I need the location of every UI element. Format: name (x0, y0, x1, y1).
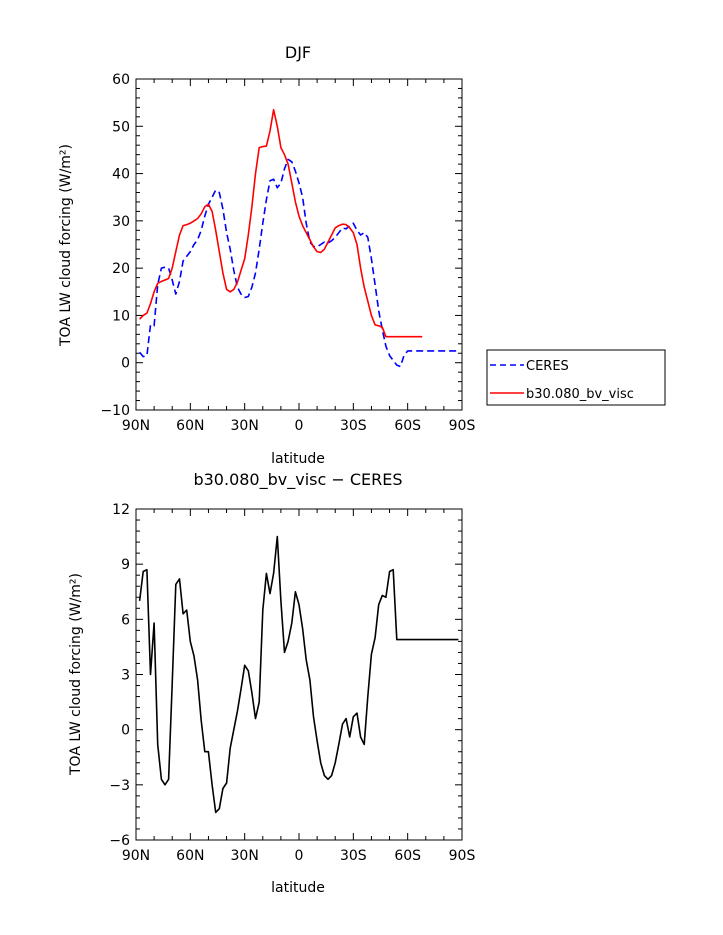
bottom-xtick-label: 90N (122, 848, 150, 864)
bottom-series-line-0 (138, 535, 459, 814)
bottom-chart-frame (135, 508, 463, 841)
top-series-line-1 (139, 108, 423, 338)
top-ytick-label: 50 (112, 119, 130, 135)
bottom-chart-panel: b30.080_bv_visc − CERES 90N 60N 30N 0 30S 60S… (68, 470, 475, 896)
top-chart-frame (135, 78, 463, 411)
bottom-xtick-label: 60S (394, 848, 421, 864)
top-xtick-label: 30S (340, 418, 367, 434)
top-xtick-label: 90S (449, 418, 476, 434)
top-chart-panel: DJF 90N 60N 30N 0 30S 60S 90S−100102030405060 … (58, 43, 666, 467)
top-series-line-0 (138, 158, 459, 368)
top-chart-series (138, 108, 459, 368)
bottom-xtick-label: 0 (295, 848, 304, 864)
bottom-ytick-label: −6 (109, 833, 130, 849)
bottom-xtick-label: 60N (176, 848, 204, 864)
bottom-ytick-label: 9 (121, 557, 130, 573)
bottom-chart-ticks: 90N 60N 30N 0 30S 60S 90S −6 −3 0 3 6 9 12 (109, 502, 475, 864)
bottom-chart-ylabel: TOA LW cloud forcing (W/m²) (68, 573, 84, 776)
top-ytick-label: 0 (121, 356, 130, 372)
bottom-ytick-label: −3 (109, 778, 130, 794)
legend-label-model: b30.080_bv_visc (526, 387, 634, 402)
bottom-ytick-label: 6 (121, 612, 130, 628)
bottom-xtick-label: 30S (340, 848, 367, 864)
top-chart-legend: CERES b30.080_bv_visc (486, 349, 666, 406)
bottom-chart-title: b30.080_bv_visc − CERES (193, 470, 402, 490)
top-ytick-label: 60 (112, 72, 130, 88)
top-ytick-label: 20 (112, 261, 130, 277)
top-ytick-label: 40 (112, 167, 130, 183)
top-ytick-label: 30 (112, 214, 130, 230)
top-chart-ticks: 90N 60N 30N 0 30S 60S 90S −10 0 10 20 30 40 50 60 (100, 72, 475, 434)
top-xtick-label: 60S (394, 418, 421, 434)
top-chart-title: DJF (285, 43, 311, 62)
bottom-ytick-label: 12 (112, 502, 130, 518)
top-xtick-label: 90N (122, 418, 150, 434)
bottom-chart-xlabel: latitude (271, 880, 325, 896)
bottom-chart-series (138, 535, 459, 814)
legend-box (486, 349, 666, 406)
top-xtick-label: 60N (176, 418, 204, 434)
top-ytick-label: 10 (112, 308, 130, 324)
top-chart-xlabel: latitude (271, 451, 325, 467)
top-xtick-label: 30N (231, 418, 259, 434)
bottom-ytick-label: 0 (121, 723, 130, 739)
legend-label-ceres: CERES (526, 359, 569, 374)
bottom-xtick-label: 30N (231, 848, 259, 864)
bottom-xtick-label: 90S (449, 848, 476, 864)
top-chart-ylabel: TOA LW cloud forcing (W/m²) (58, 144, 74, 347)
top-ytick-label: −10 (100, 403, 130, 419)
top-xtick-label: 0 (295, 418, 304, 434)
bottom-ytick-label: 3 (121, 668, 130, 684)
